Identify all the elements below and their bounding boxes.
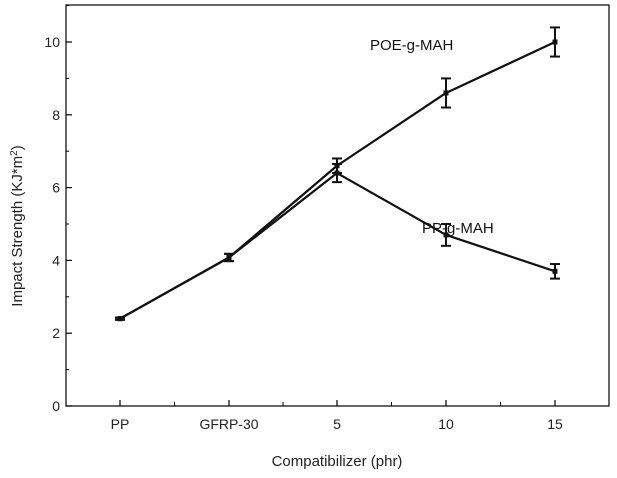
y-tick-label: 2 [52,325,60,341]
y-axis-title-main: Impact Strength (KJ*m [9,156,26,307]
x-tick-label: 10 [438,416,454,432]
y-tick-label: 6 [52,180,60,196]
y-axis-title-close: ) [9,145,26,150]
y-tick-label: 10 [44,34,60,50]
series-label-poe: POE-g-MAH [370,37,453,54]
data-point [443,232,449,238]
data-point [117,316,123,322]
plot-frame [65,4,610,407]
x-tick-label: GFRP-30 [199,416,258,432]
y-tick-label: 0 [52,398,60,414]
series-layer [115,26,560,322]
y-axis-title: Impact Strength (KJ*m2) [9,145,27,306]
x-tick-label: 15 [547,416,563,432]
data-point [552,39,558,45]
ticks-layer: 0 2 4 6 8 10 PP GFRP-30 5 10 15 [44,5,563,432]
data-point [443,90,449,96]
x-tick-label: PP [111,416,130,432]
y-axis-title-sup: 2 [9,150,20,156]
series-line-1 [119,171,556,320]
data-point [226,254,232,260]
data-point [552,268,558,274]
series-label-pp: PP-g-MAH [422,220,494,237]
x-axis-title: Compatibilizer (phr) [272,453,403,470]
y-tick-label: 8 [52,107,60,123]
x-tick-label: 5 [333,416,341,432]
data-point [334,170,340,176]
y-tick-label: 4 [52,252,60,268]
